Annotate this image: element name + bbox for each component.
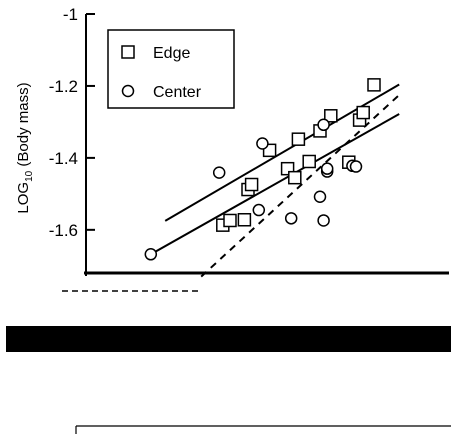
- edge-point: [237, 213, 252, 227]
- center-point: [349, 160, 363, 173]
- edge-point: [302, 154, 316, 169]
- center-point: [256, 137, 269, 150]
- center-point: [320, 162, 334, 175]
- y-tick-label: -1.2: [49, 77, 78, 96]
- y-tick-label: -1: [63, 5, 78, 24]
- legend-center-marker: [121, 84, 135, 98]
- center-fit-line: [150, 113, 400, 256]
- center-point: [317, 214, 330, 227]
- edge-point: [244, 177, 259, 192]
- lower-scan-artifacts: [6, 290, 451, 434]
- y-axis-title-subscript: 10: [24, 170, 35, 182]
- center-point: [317, 118, 330, 132]
- legend: Edge Center: [107, 29, 235, 109]
- center-point: [212, 166, 226, 179]
- edge-point: [288, 170, 302, 185]
- y-axis-title-suffix: (Body mass): [15, 82, 32, 170]
- y-axis-title-prefix: LOG: [15, 182, 32, 214]
- data-points: [144, 78, 381, 261]
- center-point: [144, 248, 158, 261]
- legend-center-label: Center: [153, 84, 202, 101]
- center-point: [284, 212, 298, 225]
- center-point: [252, 203, 266, 217]
- legend-edge-label: Edge: [153, 45, 190, 62]
- y-tick-label: -1.6: [49, 221, 78, 240]
- redaction-bar: [6, 326, 451, 352]
- center-point: [313, 190, 327, 203]
- y-ticks: -1 -1.2 -1.4 -1.6: [49, 5, 95, 240]
- edge-point: [324, 109, 338, 123]
- edge-point: [367, 78, 381, 92]
- edge-point: [356, 105, 370, 120]
- edge-point: [223, 213, 237, 228]
- legend-edge-marker: [121, 45, 135, 59]
- dashed-fit-line: [200, 94, 400, 278]
- y-axis-title: LOG10 (Body mass): [15, 82, 35, 213]
- plot-area: -1 -1.2 -1.4 -1.6: [49, 5, 449, 278]
- y-tick-label: -1.4: [49, 149, 78, 168]
- edge-point: [291, 132, 306, 146]
